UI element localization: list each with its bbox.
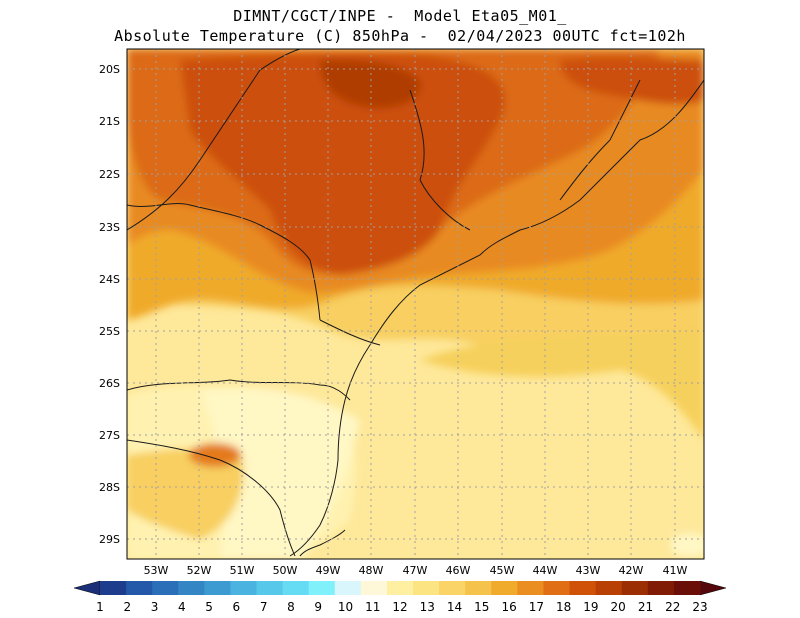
colorbar-label: 15 xyxy=(474,600,489,614)
colorbar-cell xyxy=(282,581,310,595)
lon-label: 53W xyxy=(144,564,169,577)
colorbar-cell xyxy=(308,581,336,595)
colorbar-cell xyxy=(100,581,127,595)
colorbar-cell xyxy=(439,581,466,595)
colorbar-cell xyxy=(595,581,623,595)
lon-label: 52W xyxy=(187,564,212,577)
colorbar-label: 7 xyxy=(260,600,268,614)
colorbar-label: 6 xyxy=(233,600,241,614)
colorbar-label: 11 xyxy=(365,600,380,614)
colorbar-label: 20 xyxy=(611,600,626,614)
colorbar-left-arrow xyxy=(73,580,101,596)
lon-label: 42W xyxy=(619,564,644,577)
lat-label: 26S xyxy=(99,377,120,390)
colorbar-cell xyxy=(256,581,284,595)
colorbar-cell xyxy=(621,581,649,595)
colorbar-label: 19 xyxy=(583,600,598,614)
lon-label: 51W xyxy=(230,564,255,577)
colorbar-label: 23 xyxy=(692,600,707,614)
lat-label: 20S xyxy=(99,63,120,76)
lon-label: 41W xyxy=(663,564,688,577)
colorbar-label: 16 xyxy=(501,600,516,614)
colorbar-label: 17 xyxy=(529,600,544,614)
colorbar-label: 22 xyxy=(665,600,680,614)
colorbar-right-arrow xyxy=(699,580,727,596)
temperature-field xyxy=(127,49,704,559)
colorbar-cell xyxy=(178,581,205,595)
colorbar-label: 4 xyxy=(178,600,186,614)
lat-label: 21S xyxy=(99,115,120,128)
lat-label: 28S xyxy=(99,481,120,494)
colorbar-label: 13 xyxy=(420,600,435,614)
lon-label: 49W xyxy=(316,564,341,577)
map-title-line-1: DIMNT/CGCT/INPE - Model Eta05_M01_ xyxy=(233,7,567,25)
boundaries xyxy=(127,49,704,557)
colorbar-cell xyxy=(517,581,544,595)
lat-label: 22S xyxy=(99,168,120,181)
colorbar-cell xyxy=(465,581,492,595)
colorbar-cell xyxy=(126,581,153,595)
colorbar-cell xyxy=(673,581,701,595)
colorbar-label: 14 xyxy=(447,600,462,614)
plot-frame xyxy=(126,48,705,560)
map-title-line-2: Absolute Temperature (C) 850hPa - 02/04/… xyxy=(114,27,686,45)
colorbar-label: 1 xyxy=(96,600,104,614)
colorbar-cell xyxy=(334,581,362,595)
colorbar-cell xyxy=(569,581,597,595)
graticule xyxy=(127,49,704,559)
colorbar-cell xyxy=(152,581,179,595)
longitude-labels: 53W 52W 51W 50W 49W 48W 47W 46W 45W 44W … xyxy=(144,564,688,577)
colorbar-label: 5 xyxy=(205,600,213,614)
lon-label: 50W xyxy=(273,564,298,577)
lon-label: 48W xyxy=(359,564,384,577)
latitude-labels: 20S 21S 22S 23S 24S 25S 26S 27S 28S 29S xyxy=(99,63,120,546)
colorbar-cell xyxy=(413,581,440,595)
lat-label: 29S xyxy=(99,533,120,546)
lat-label: 25S xyxy=(99,325,120,338)
lon-label: 44W xyxy=(533,564,558,577)
lon-label: 43W xyxy=(576,564,601,577)
colorbar-cell xyxy=(647,581,675,595)
colorbar: 1 2 3 4 5 6 7 8 9 10 11 12 13 14 15 16 17 18 19 20 21 22 23 xyxy=(73,580,727,614)
lon-label: 46W xyxy=(446,564,471,577)
lon-label: 45W xyxy=(490,564,515,577)
colorbar-label: 21 xyxy=(638,600,653,614)
lat-label: 23S xyxy=(99,221,120,234)
lon-label: 47W xyxy=(403,564,428,577)
colorbar-label: 8 xyxy=(287,600,295,614)
colorbar-cell xyxy=(230,581,258,595)
colorbar-label: 18 xyxy=(556,600,571,614)
colorbar-label: 12 xyxy=(392,600,407,614)
colorbar-cell xyxy=(204,581,231,595)
colorbar-label: 3 xyxy=(151,600,159,614)
colorbar-cell xyxy=(386,581,414,595)
colorbar-cell xyxy=(491,581,518,595)
colorbar-cell xyxy=(543,581,571,595)
colorbar-label: 10 xyxy=(338,600,353,614)
colorbar-label: 9 xyxy=(314,600,322,614)
lat-label: 24S xyxy=(99,273,120,286)
lat-label: 27S xyxy=(99,429,120,442)
colorbar-cell xyxy=(360,581,388,595)
colorbar-label: 2 xyxy=(123,600,131,614)
